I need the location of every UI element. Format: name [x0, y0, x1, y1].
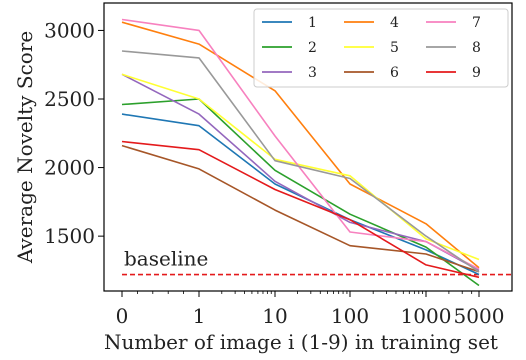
legend-label-5: 5 — [390, 40, 399, 56]
series-line-6 — [121, 144, 480, 273]
legend-label-4: 4 — [390, 15, 399, 31]
axis-ticks: 0 1 10 100 1000 5000 1500 2000 2500 3000 — [44, 18, 504, 328]
x-tick-label: 10 — [262, 304, 287, 328]
x-axis-title: Number of image i (1-9) in training set — [104, 330, 498, 354]
y-tick-label: 2500 — [44, 87, 95, 111]
baseline: baseline — [122, 247, 512, 276]
legend-label-8: 8 — [472, 40, 481, 56]
series-lines — [121, 18, 480, 287]
legend-box — [253, 8, 509, 88]
series-line-2 — [121, 98, 480, 287]
x-tick-label: 100 — [331, 304, 369, 328]
y-tick-label: 1500 — [44, 224, 95, 248]
plot-frame — [103, 2, 513, 292]
x-tick-label: 1 — [193, 304, 206, 328]
legend-label-9: 9 — [472, 65, 481, 81]
legend: 1 2 3 4 5 6 7 8 9 — [253, 8, 509, 88]
legend-label-2: 2 — [308, 40, 317, 56]
x-tick-label: 1000 — [401, 304, 452, 328]
legend-label-6: 6 — [390, 65, 399, 81]
legend-label-3: 3 — [308, 65, 317, 81]
y-tick-label: 3000 — [44, 18, 95, 42]
x-tick-label: 5000 — [454, 304, 505, 328]
legend-label-7: 7 — [472, 15, 481, 31]
x-tick-label: 0 — [116, 304, 129, 328]
y-axis-title: Average Novelty Score — [13, 31, 37, 264]
series-line-7 — [121, 18, 480, 270]
series-line-8 — [121, 50, 480, 273]
series-line-9 — [121, 140, 480, 279]
baseline-label: baseline — [124, 247, 208, 271]
legend-label-1: 1 — [308, 15, 317, 31]
series-line-4 — [121, 21, 480, 269]
y-tick-label: 2000 — [44, 156, 95, 180]
